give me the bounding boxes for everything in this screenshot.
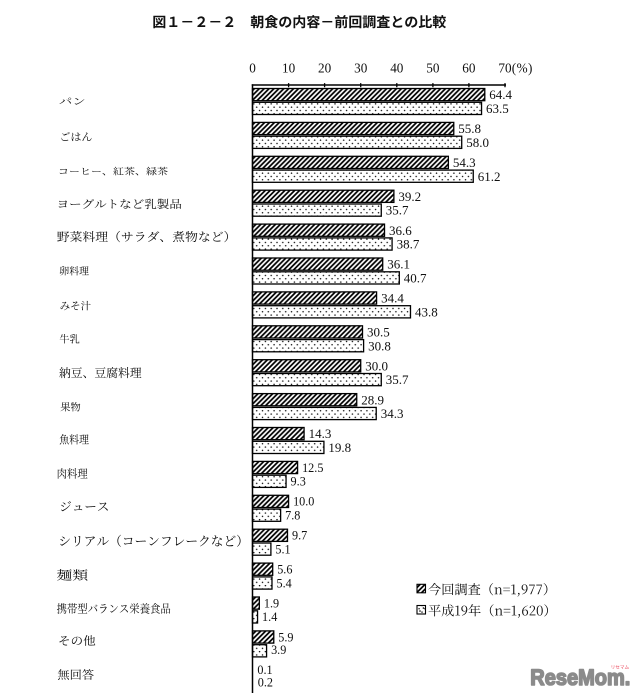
svg-text:0.1: 0.1 [257,663,272,677]
svg-text:0: 0 [249,61,256,76]
svg-text:0.2: 0.2 [258,676,273,690]
svg-text:36.1: 36.1 [387,257,410,272]
svg-text:5.9: 5.9 [278,630,293,644]
svg-text:12.5: 12.5 [302,461,323,475]
svg-text:38.7: 38.7 [397,237,420,252]
svg-text:1.4: 1.4 [262,610,277,624]
svg-text:19.8: 19.8 [328,440,351,455]
svg-text:58.0: 58.0 [466,135,489,150]
svg-text:(%): (%) [512,61,533,76]
svg-text:1.9: 1.9 [264,596,279,610]
svg-text:50: 50 [426,61,440,76]
svg-text:10.0: 10.0 [293,495,314,509]
svg-text:28.9: 28.9 [361,392,384,407]
svg-text:9.3: 9.3 [291,475,306,489]
svg-text:36.6: 36.6 [389,223,412,238]
svg-text:55.8: 55.8 [458,121,481,136]
svg-text:40.7: 40.7 [404,271,427,286]
svg-text:39.2: 39.2 [398,189,421,204]
svg-text:9.7: 9.7 [292,529,307,543]
svg-text:61.2: 61.2 [478,169,501,184]
svg-text:35.7: 35.7 [386,372,409,387]
svg-text:40: 40 [390,61,404,76]
svg-text:34.3: 34.3 [381,406,404,421]
svg-text:20: 20 [318,61,332,76]
svg-text:14.3: 14.3 [309,426,332,441]
svg-text:30.8: 30.8 [368,338,391,353]
svg-text:30.5: 30.5 [367,325,390,340]
svg-text:10: 10 [282,61,296,76]
svg-text:70: 70 [498,61,512,76]
svg-text:64.4: 64.4 [489,87,512,102]
svg-text:43.8: 43.8 [415,304,438,319]
svg-text:5.4: 5.4 [276,576,291,590]
svg-text:3.9: 3.9 [271,643,286,657]
svg-text:34.4: 34.4 [381,291,404,306]
svg-text:5.1: 5.1 [275,542,290,556]
svg-text:30.0: 30.0 [365,358,388,373]
svg-text:63.5: 63.5 [486,101,509,116]
svg-text:30: 30 [354,61,368,76]
svg-text:ReseMom.: ReseMom. [530,665,630,690]
svg-text:5.6: 5.6 [277,563,292,577]
svg-text:35.7: 35.7 [386,203,409,218]
svg-text:7.8: 7.8 [285,509,300,523]
svg-text:60: 60 [462,61,476,76]
svg-text:54.3: 54.3 [453,155,476,170]
